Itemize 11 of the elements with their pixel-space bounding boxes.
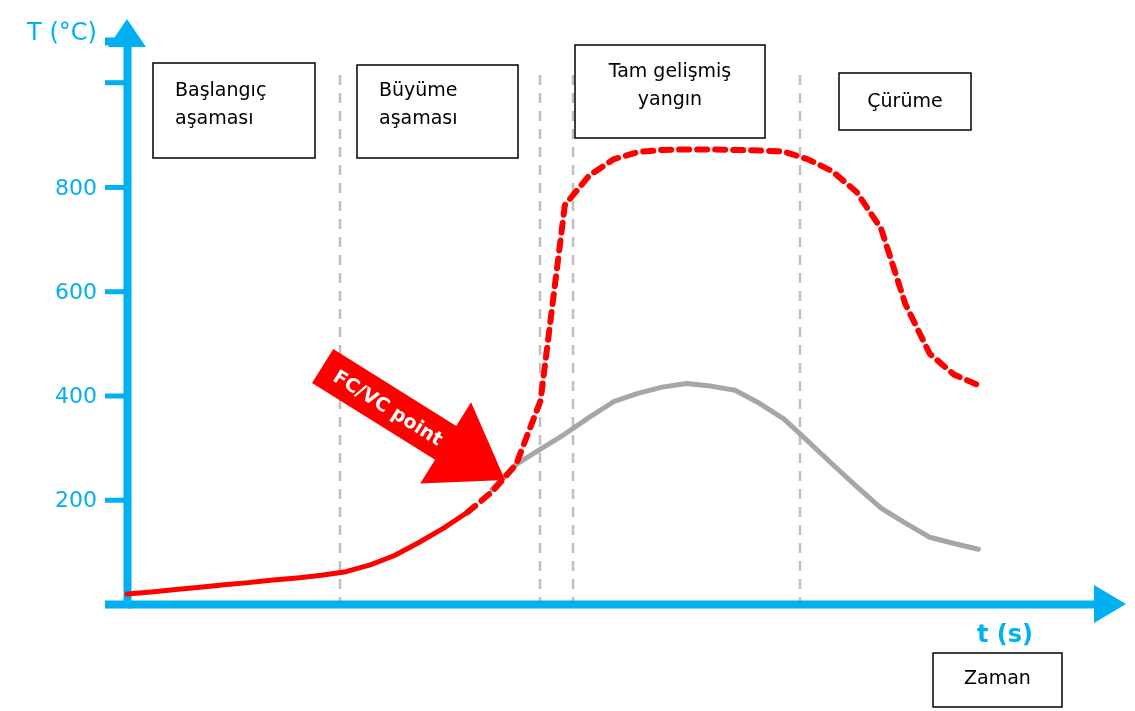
y-tick-label: 600 bbox=[55, 278, 97, 304]
y-tick-label: 800 bbox=[55, 174, 97, 200]
annotation: Tam gelişmiş yangın bbox=[607, 59, 732, 109]
text: Zaman bbox=[964, 666, 1031, 688]
y-axis-title: T (°C) bbox=[26, 18, 97, 46]
y-tick-label: 400 bbox=[55, 383, 97, 409]
annotation: Büyüme aşaması bbox=[379, 78, 458, 128]
annotation: Başlangıç aşaması bbox=[175, 78, 267, 128]
y-tick-label: 200 bbox=[55, 487, 97, 513]
x-axis-title: t (s) bbox=[976, 620, 1034, 648]
annotation: Çürüme bbox=[867, 89, 943, 111]
